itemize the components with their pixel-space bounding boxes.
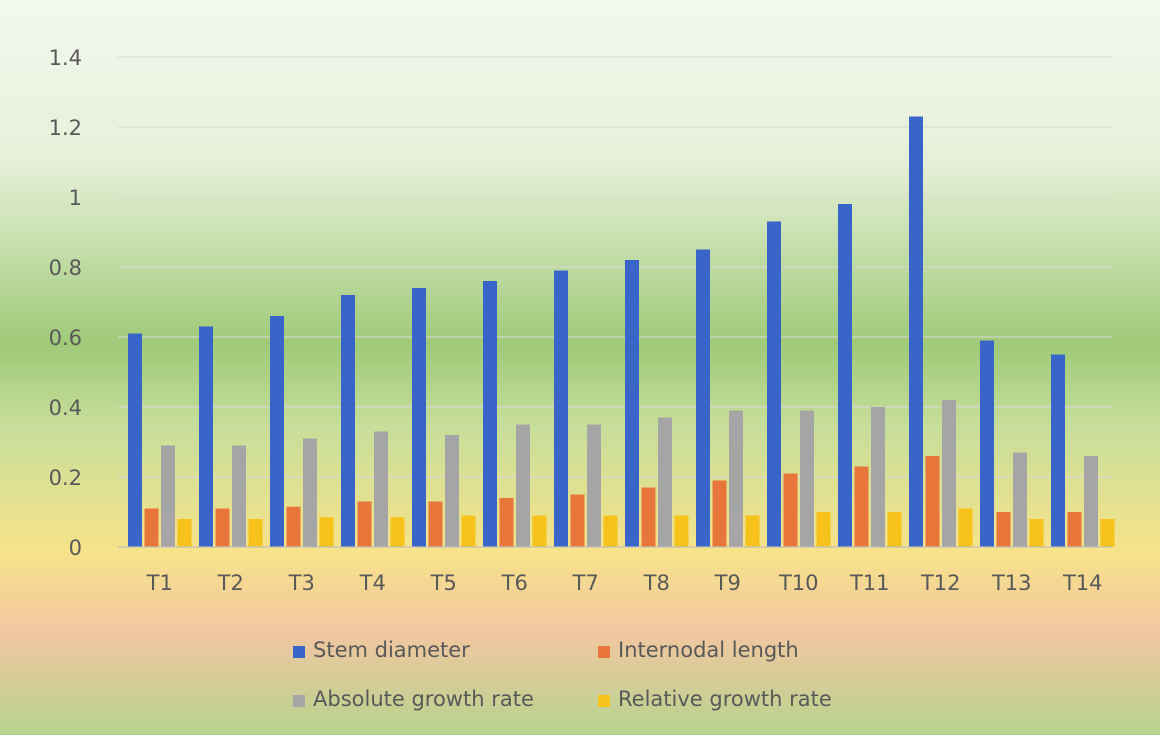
bar-t2-series-2 [215, 508, 230, 547]
bar-t9-series-3 [729, 410, 743, 547]
bar-t8-series-3 [658, 417, 672, 547]
y-tick-label: 0.8 [49, 256, 82, 280]
bar-t7-series-4 [603, 515, 618, 547]
x-axis-ticks: T1 T2 T3 T4 T5 T6 T7 T8 T9 T10 T11 T12 T13 T14 [146, 571, 1103, 595]
bar-t12-series-1 [909, 116, 923, 547]
bar-t4-series-4 [390, 517, 405, 547]
bar-t2-series-1 [199, 326, 213, 547]
x-tick-label: T6 [501, 571, 528, 595]
bar-t5-series-2 [428, 501, 443, 547]
bar-t10-series-4 [816, 512, 831, 547]
bar-t10-series-1 [767, 221, 781, 547]
legend-swatch [598, 646, 610, 658]
bar-t13-series-2 [996, 512, 1011, 547]
bar-t12-series-2 [925, 456, 940, 547]
bar-t14-series-4 [1100, 519, 1115, 547]
x-tick-label: T5 [430, 571, 457, 595]
bar-t10-series-3 [800, 410, 814, 547]
x-tick-label: T14 [1062, 571, 1103, 595]
bar-t6-series-3 [516, 424, 530, 547]
bar-t11-series-2 [854, 466, 869, 547]
bar-t6-series-4 [532, 515, 547, 547]
legend-label: Absolute growth rate [313, 687, 534, 711]
bar-t4-series-3 [374, 431, 388, 547]
x-tick-label: T8 [643, 571, 670, 595]
bar-t2-series-4 [248, 519, 263, 547]
y-tick-label: 0.2 [49, 466, 82, 490]
bar-t9-series-4 [745, 515, 760, 547]
x-tick-label: T4 [359, 571, 386, 595]
bar-t7-series-2 [570, 494, 585, 547]
bar-t4-series-2 [357, 501, 372, 547]
legend-label: Internodal length [618, 638, 799, 662]
bar-t1-series-4 [177, 519, 192, 547]
bar-t9-series-1 [696, 249, 710, 547]
bar-t6-series-1 [483, 281, 497, 547]
y-tick-label: 1.4 [49, 46, 82, 70]
bar-t5-series-4 [461, 515, 476, 547]
bar-t9-series-2 [712, 480, 727, 547]
legend-swatch [293, 695, 305, 707]
legend-swatch [293, 646, 305, 658]
x-tick-label: T13 [991, 571, 1032, 595]
legend-label: Stem diameter [313, 638, 470, 662]
x-tick-label: T2 [217, 571, 244, 595]
bar-t7-series-3 [587, 424, 601, 547]
x-tick-label: T7 [572, 571, 599, 595]
legend-swatch [598, 695, 610, 707]
bar-t5-series-3 [445, 435, 459, 547]
bar-t5-series-1 [412, 288, 426, 547]
bar-t8-series-2 [641, 487, 656, 547]
bar-t14-series-3 [1084, 456, 1098, 547]
bar-t10-series-2 [783, 473, 798, 547]
bar-t14-series-1 [1051, 354, 1065, 547]
y-tick-label: 1 [69, 186, 82, 210]
bar-t13-series-3 [1013, 452, 1027, 547]
bar-t8-series-1 [625, 260, 639, 547]
bar-t6-series-2 [499, 498, 514, 547]
y-tick-label: 1.2 [49, 116, 82, 140]
bar-t13-series-1 [980, 340, 994, 547]
bar-t2-series-3 [232, 445, 246, 547]
bar-t4-series-1 [341, 295, 355, 547]
bar-t11-series-4 [887, 512, 902, 547]
bar-t11-series-1 [838, 204, 852, 547]
bar-t1-series-2 [144, 508, 159, 547]
bar-t14-series-2 [1067, 512, 1082, 547]
bar-t3-series-1 [270, 316, 284, 547]
legend-label: Relative growth rate [618, 687, 832, 711]
x-tick-label: T12 [920, 571, 961, 595]
bar-t8-series-4 [674, 515, 689, 547]
bar-t11-series-3 [871, 407, 885, 547]
bar-t7-series-1 [554, 270, 568, 547]
y-tick-label: 0.6 [49, 326, 82, 350]
bar-t1-series-1 [128, 333, 142, 547]
x-tick-label: T10 [778, 571, 819, 595]
x-tick-label: T11 [849, 571, 890, 595]
bar-t12-series-4 [958, 508, 973, 547]
legend: Stem diameter Internodal length Absolute g… [293, 638, 832, 711]
bars [128, 116, 1115, 547]
bar-t3-series-3 [303, 438, 317, 547]
y-tick-label: 0.4 [49, 396, 82, 420]
bar-t1-series-3 [161, 445, 175, 547]
bar-t3-series-4 [319, 517, 334, 547]
bar-t12-series-3 [942, 400, 956, 547]
x-tick-label: T1 [146, 571, 173, 595]
y-axis-ticks: 0 0.2 0.4 0.6 0.8 1 1.2 1.4 [49, 46, 82, 560]
bar-t3-series-2 [286, 506, 301, 547]
bar-t13-series-4 [1029, 519, 1044, 547]
x-tick-label: T9 [714, 571, 741, 595]
x-tick-label: T3 [288, 571, 315, 595]
y-tick-label: 0 [69, 536, 82, 560]
